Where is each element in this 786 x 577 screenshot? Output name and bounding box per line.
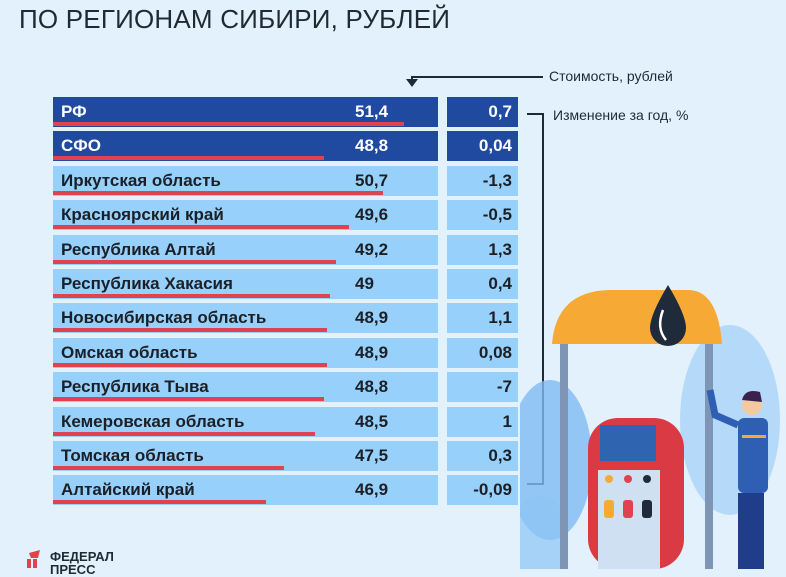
- change-value: 1,1: [488, 308, 512, 328]
- price-value: 48,5: [355, 411, 389, 431]
- table-row: Омская область 48,9 0,08: [53, 337, 519, 368]
- legend-arrow-line: [411, 76, 543, 78]
- region-name: Новосибирская область: [61, 308, 267, 328]
- table-row: Алтайский край 46,9 -0,09: [53, 475, 519, 506]
- change-value: 0,7: [488, 102, 512, 121]
- change-cell: 0,7: [447, 97, 518, 127]
- price-value: 47,5: [355, 446, 389, 465]
- price-cell: Красноярский край 49,6: [53, 200, 438, 231]
- price-cell: СФО 48,8: [53, 131, 438, 162]
- change-cell: 1,1: [447, 303, 518, 334]
- table-row: Томская область 47,5 0,3: [53, 441, 519, 471]
- change-value: -0,09: [473, 480, 512, 500]
- logo-mark-icon: [27, 550, 40, 568]
- price-value: 46,9: [355, 480, 389, 500]
- change-value: -7: [496, 377, 512, 397]
- price-cell: Иркутская область 50,7: [53, 165, 438, 196]
- table-row: Республика Алтай 49,2 1,3: [53, 234, 519, 265]
- change-cell: 0,3: [447, 441, 518, 471]
- price-bar: [53, 156, 324, 161]
- price-value: 48,8: [355, 377, 389, 397]
- table-row: Иркутская область 50,7 -1,3: [53, 165, 519, 196]
- change-cell: -1,3: [447, 165, 518, 196]
- region-name: СФО: [61, 136, 102, 156]
- price-bar: [53, 362, 327, 367]
- price-bar: [53, 225, 349, 230]
- price-cell: Республика Тыва 48,8: [53, 372, 438, 403]
- change-cell: 0,04: [447, 131, 518, 162]
- change-value: -0,5: [482, 205, 512, 225]
- price-bar: [53, 259, 336, 264]
- price-cell: Алтайский край 46,9: [53, 475, 438, 506]
- change-value: 0,4: [488, 274, 512, 293]
- region-name: Томская область: [61, 446, 204, 465]
- price-cell: Новосибирская область 48,9: [53, 303, 438, 334]
- price-cell: Республика Алтай 49,2: [53, 234, 438, 265]
- table-row: Новосибирская область 48,9 1,1: [53, 303, 519, 334]
- region-name: Республика Хакасия: [61, 274, 233, 293]
- oil-drop-icon: [650, 285, 686, 346]
- change-cell: 0,08: [447, 337, 518, 368]
- price-bar: [53, 500, 266, 505]
- price-bar: [53, 294, 330, 298]
- table-row: Красноярский край 49,6 -0,5: [53, 200, 519, 231]
- price-bar: [53, 466, 284, 470]
- region-name: Республика Тыва: [61, 377, 209, 397]
- change-value: 0,3: [488, 446, 512, 465]
- price-value: 50,7: [355, 170, 389, 190]
- price-value: 51,4: [355, 102, 389, 121]
- region-name: Красноярский край: [61, 205, 224, 225]
- logo-line1: ФЕДЕРАЛ: [50, 549, 114, 564]
- price-value: 48,9: [355, 342, 389, 362]
- legend-bracket: [542, 113, 544, 485]
- legend-bracket-top: [527, 113, 544, 115]
- price-bar: [53, 328, 327, 333]
- change-cell: -7: [447, 372, 518, 403]
- price-value: 49: [355, 274, 374, 293]
- price-bar: [53, 431, 315, 436]
- legend-cost-label: Стоимость, рублей: [549, 68, 673, 84]
- region-name: Республика Алтай: [61, 239, 216, 259]
- change-cell: 1: [447, 406, 518, 437]
- legend-arrow-stem: [411, 76, 413, 80]
- gas-station-illustration: [520, 285, 780, 569]
- table-row: Республика Тыва 48,8 -7: [53, 372, 519, 403]
- change-value: 0,08: [478, 342, 512, 362]
- change-value: 1,3: [488, 239, 512, 259]
- chart-title: ПО РЕГИОНАМ СИБИРИ, РУБЛЕЙ: [19, 4, 451, 34]
- price-cell: Томская область 47,5: [53, 441, 438, 471]
- change-value: -1,3: [482, 170, 512, 190]
- price-cell: Кемеровская область 48,5: [53, 406, 438, 437]
- region-name: Кемеровская область: [61, 411, 245, 431]
- region-name: Иркутская область: [61, 170, 221, 190]
- legend-change-label: Изменение за год, %: [553, 107, 689, 123]
- table-row: РФ 51,4 0,7: [53, 97, 519, 127]
- price-value: 48,9: [355, 308, 389, 328]
- change-value: 0,04: [478, 136, 512, 156]
- change-cell: -0,5: [447, 200, 518, 231]
- region-name: Омская область: [61, 342, 198, 362]
- price-cell: РФ 51,4: [53, 97, 438, 127]
- table-row: Республика Хакасия 49 0,4: [53, 269, 519, 299]
- price-value: 48,8: [355, 136, 389, 156]
- table-row: СФО 48,8 0,04: [53, 131, 519, 162]
- price-bar: [53, 122, 404, 126]
- table-row: Кемеровская область 48,5 1: [53, 406, 519, 437]
- region-name: РФ: [61, 102, 87, 121]
- change-cell: 1,3: [447, 234, 518, 265]
- price-cell: Омская область 48,9: [53, 337, 438, 368]
- price-value: 49,2: [355, 239, 389, 259]
- change-value: 1: [502, 411, 512, 431]
- price-bar: [53, 397, 324, 402]
- logo-line2: ПРЕСС: [50, 562, 96, 577]
- arrow-down-icon: [406, 79, 418, 87]
- region-name: Алтайский край: [61, 480, 195, 500]
- price-value: 49,6: [355, 205, 389, 225]
- change-cell: -0,09: [447, 475, 518, 506]
- price-cell: Республика Хакасия 49: [53, 269, 438, 299]
- price-bar: [53, 190, 383, 195]
- change-cell: 0,4: [447, 269, 518, 299]
